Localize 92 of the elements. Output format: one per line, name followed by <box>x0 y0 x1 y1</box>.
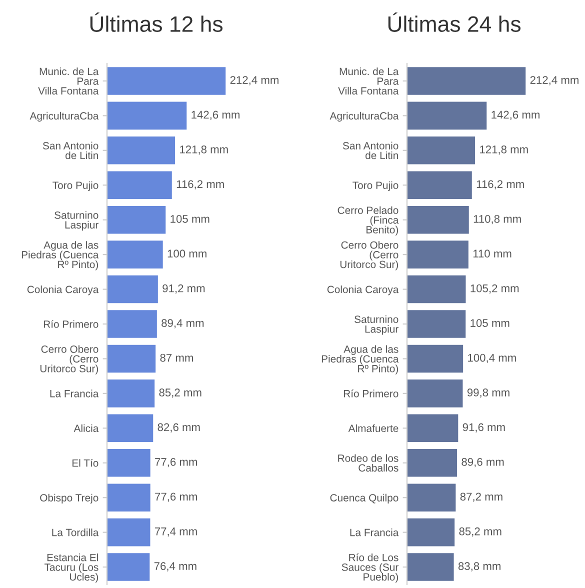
y-tick-label: Saturnino Laspiur <box>354 315 398 335</box>
data-label: 121,8 mm <box>180 146 228 155</box>
y-tick-label: Saturnino Laspiur <box>54 211 98 231</box>
bar <box>107 553 150 581</box>
bar <box>407 448 458 477</box>
data-label: 212,4 mm <box>230 76 278 86</box>
data-label: 85,2 mm <box>459 527 502 537</box>
bar <box>407 414 458 442</box>
y-tick-label: La Francia <box>350 528 399 536</box>
data-label: 212,4 mm <box>530 76 578 86</box>
y-tick-label: Cerro Pelado (Finca Benito) <box>338 206 399 236</box>
y-tick-label: Cerro Obero (Cerro Uritorco Sur) <box>340 241 398 270</box>
bar <box>107 136 176 164</box>
y-tick-label: Colonia Caroya <box>27 286 99 296</box>
data-label: 83,8 mm <box>458 562 500 572</box>
y-tick-label: AgriculturaCba <box>330 112 399 122</box>
y-tick-label: Rodeo de los Caballos <box>338 454 398 472</box>
bar <box>407 275 466 304</box>
data-label: 77,6 mm <box>155 458 197 468</box>
y-tick-label: Toro Pujio <box>352 181 398 192</box>
y-tick-label: La Tordilla <box>52 528 99 536</box>
y-tick-label: Colonia Caroya <box>327 286 399 296</box>
bar <box>407 310 466 338</box>
y-tick-label: Cerro Obero (Cerro Uritorco Sur) <box>40 345 98 374</box>
y-tick-label: Estancia El Tacuru (Los Ucles) <box>44 554 98 583</box>
y-tick-label: Obispo Trejo <box>40 494 98 504</box>
bar <box>107 171 172 200</box>
data-label: 77,6 mm <box>155 492 197 502</box>
data-label: 116,2 mm <box>176 180 224 190</box>
y-tick-label: Alicia <box>74 424 99 432</box>
data-label: 82,6 mm <box>158 423 200 432</box>
y-tick-label: Toro Pujio <box>52 181 98 192</box>
bar <box>407 206 469 234</box>
bar <box>407 136 476 164</box>
bar <box>407 67 526 95</box>
data-label: 142,6 mm <box>492 110 540 120</box>
data-label: 100,4 mm <box>468 354 516 364</box>
y-tick-label: Río Primero <box>344 390 398 398</box>
bar <box>407 518 455 546</box>
data-label: 77,4 mm <box>154 528 197 537</box>
bar <box>407 344 464 373</box>
data-label: 105 mm <box>170 214 210 223</box>
bar <box>107 275 158 304</box>
data-label: 87,2 mm <box>460 492 502 502</box>
y-tick-label: Cuenca Quilpo <box>330 494 398 504</box>
bar <box>107 102 187 130</box>
y-tick-label: El Tío <box>72 458 98 467</box>
data-label: 105 mm <box>470 319 510 327</box>
y-tick-label: Agua de las Piedras (Cuenca Rº Pinto) <box>322 345 399 374</box>
bar <box>407 240 468 268</box>
bar <box>107 414 154 442</box>
bar <box>107 448 150 477</box>
bar <box>407 553 454 581</box>
y-tick-label: San Antonio de Litin <box>42 142 98 160</box>
chart-title: Últimas 12 hs <box>90 12 223 32</box>
data-label: 89,4 mm <box>162 319 204 328</box>
data-label: 142,6 mm <box>192 110 240 120</box>
bar <box>407 171 472 200</box>
data-label: 87 mm <box>160 354 193 362</box>
data-label: 110,8 mm <box>474 214 521 224</box>
data-label: 76,4 mm <box>154 562 196 572</box>
data-label: 91,2 mm <box>162 284 205 294</box>
y-tick-label: Río de Los Sauces (Sur Pueblo) <box>342 553 398 583</box>
y-tick-label: San Antonio de Litin <box>342 142 398 160</box>
data-label: 110 mm <box>473 250 512 258</box>
bar <box>107 240 163 268</box>
data-label: 121,8 mm <box>480 146 528 155</box>
bar <box>107 484 150 512</box>
bar <box>107 67 226 95</box>
data-label: 99,8 mm <box>467 388 510 398</box>
bar <box>407 484 456 512</box>
y-tick-label: AgriculturaCba <box>30 112 99 122</box>
data-label: 100 mm <box>168 250 206 258</box>
data-label: 116,2 mm <box>476 180 524 190</box>
y-tick-label: Almafuerte <box>348 424 398 432</box>
bar <box>107 206 166 234</box>
bar <box>107 518 150 546</box>
bar <box>107 380 155 408</box>
bar <box>407 102 487 130</box>
data-label: 105,2 mm <box>470 284 519 294</box>
bar <box>107 310 157 338</box>
data-label: 89,6 mm <box>462 458 504 468</box>
chart-title: Últimas 24 hs <box>388 12 521 32</box>
data-label: 85,2 mm <box>159 388 202 398</box>
bar <box>107 344 156 373</box>
y-tick-label: Munic. de La Para Villa Fontana <box>338 67 399 95</box>
bar <box>407 380 463 408</box>
y-tick-label: Munic. de La Para Villa Fontana <box>38 67 99 95</box>
y-tick-label: Río Primero <box>44 320 98 328</box>
y-tick-label: Agua de las Piedras (Cuenca Rº Pinto) <box>22 241 99 270</box>
data-label: 91,6 mm <box>462 423 505 432</box>
y-tick-label: La Francia <box>50 390 99 398</box>
